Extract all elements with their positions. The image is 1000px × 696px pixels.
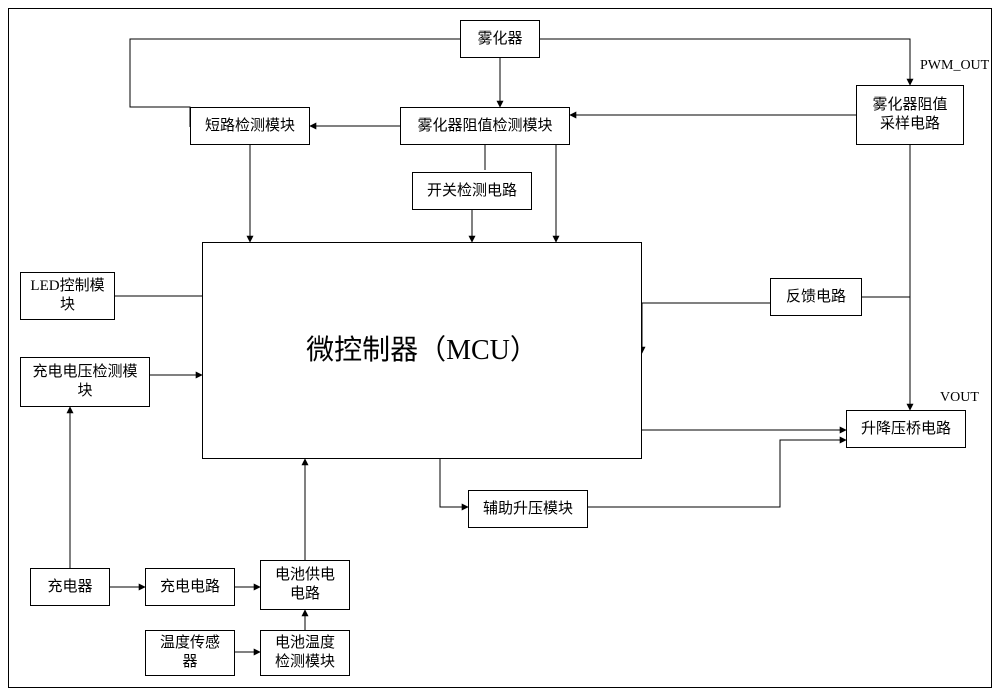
node-aux-boost: 辅助升压模块: [468, 490, 588, 528]
node-batt-supply: 电池供电电路: [260, 560, 350, 610]
node-label: 充电电压检测模块: [32, 363, 137, 401]
node-chg-circuit: 充电电路: [145, 568, 235, 606]
node-res-sample: 雾化器阻值采样电路: [856, 85, 964, 145]
node-label: 升降压桥电路: [861, 420, 951, 439]
node-label: 开关检测电路: [427, 182, 517, 201]
node-label: 辅助升压模块: [483, 500, 573, 519]
node-short-detect: 短路检测模块: [190, 107, 310, 145]
node-label: 充电器: [47, 578, 92, 597]
node-buckboost: 升降压桥电路: [846, 410, 966, 448]
node-atomizer: 雾化器: [460, 20, 540, 58]
node-mcu: 微控制器（MCU）: [202, 242, 642, 459]
node-switch-detect: 开关检测电路: [412, 172, 532, 210]
node-res-detect: 雾化器阻值检测模块: [400, 107, 570, 145]
node-label: 雾化器阻值检测模块: [417, 117, 552, 136]
node-label: 电池供电电路: [275, 566, 335, 604]
node-label: 雾化器阻值采样电路: [872, 96, 947, 134]
label-pwm-out: PWM_OUT: [920, 58, 989, 74]
node-label: 充电电路: [160, 578, 220, 597]
node-label: 温度传感器: [160, 634, 220, 672]
diagram-canvas: 雾化器 短路检测模块 雾化器阻值检测模块 开关检测电路 雾化器阻值采样电路 LE…: [0, 0, 1000, 696]
node-label: 电池温度检测模块: [275, 634, 335, 672]
node-temp-sensor: 温度传感器: [145, 630, 235, 676]
node-label: 雾化器: [477, 30, 522, 49]
node-batt-temp: 电池温度检测模块: [260, 630, 350, 676]
node-label: LED控制模块: [30, 277, 104, 315]
node-chg-vdet: 充电电压检测模块: [20, 357, 150, 407]
label-vout: VOUT: [940, 390, 979, 406]
node-led: LED控制模块: [20, 272, 115, 320]
node-label: 短路检测模块: [205, 117, 295, 136]
node-charger: 充电器: [30, 568, 110, 606]
node-label: 微控制器（MCU）: [306, 333, 538, 368]
node-label: 反馈电路: [786, 288, 846, 307]
node-feedback: 反馈电路: [770, 278, 862, 316]
